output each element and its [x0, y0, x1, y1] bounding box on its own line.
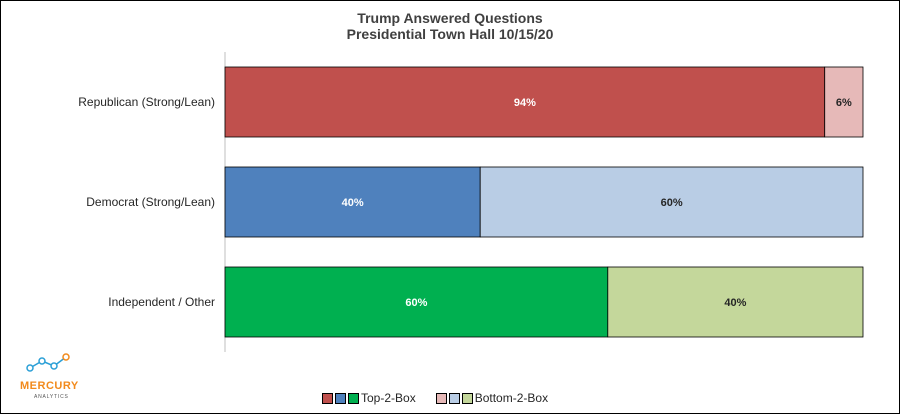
logo-sub: ANALYTICS [34, 394, 69, 400]
legend: Top-2-Box Bottom-2-Box [322, 391, 548, 405]
data-label: 94% [514, 97, 536, 109]
category-label: Republican (Strong/Lean) [78, 95, 215, 109]
data-label: 40% [724, 297, 746, 309]
bar-segment-top-2-box [224, 266, 609, 338]
category-label: Independent / Other [108, 295, 215, 309]
bar-segment-top-2-box [224, 166, 481, 238]
logo-name: MERCURY [20, 380, 79, 392]
legend-swatch-republican-top [322, 392, 333, 404]
bar-segment-top-2-box [224, 66, 826, 138]
legend-label-bottom: Bottom-2-Box [474, 391, 549, 405]
legend-swatch-democrat-top [335, 392, 346, 404]
legend-swatch-republican-bottom [435, 392, 447, 404]
category-label: Democrat (Strong/Lean) [86, 195, 215, 209]
chart-title: Trump Answered Questions [357, 10, 543, 26]
legend-swatch-democrat-bottom [448, 392, 460, 404]
data-label: 6% [836, 97, 852, 109]
data-label: 60% [405, 297, 427, 309]
legend-swatch-independent-bottom [461, 392, 473, 404]
chart-subtitle: Presidential Town Hall 10/15/20 [346, 26, 554, 42]
bar-segment-bottom-2-box [824, 66, 864, 138]
mercury-logo-icon [26, 353, 70, 372]
bar-segment-bottom-2-box [479, 166, 864, 238]
bar-segment-bottom-2-box [607, 266, 864, 338]
legend-swatch-independent-top [348, 392, 359, 404]
data-label: 40% [342, 197, 364, 209]
data-label: 60% [661, 197, 683, 209]
legend-label-top: Top-2-Box [361, 391, 416, 405]
